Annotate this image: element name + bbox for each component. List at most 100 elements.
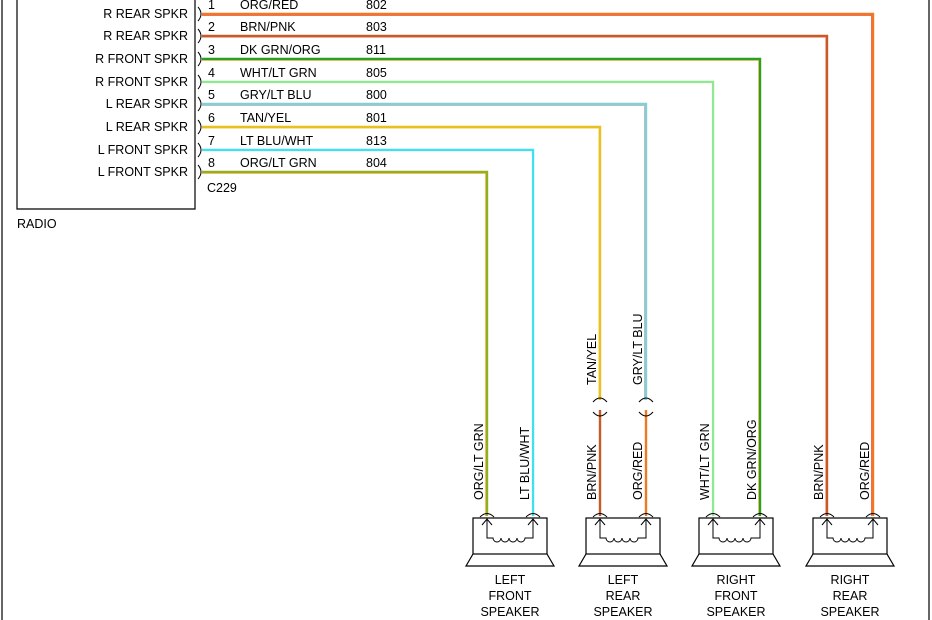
wire-color-label: LT BLU/WHT (240, 134, 314, 148)
wire-805 (202, 80, 715, 516)
wire-803 (202, 34, 829, 516)
speaker-right-front-speaker: WHT/LT GRN DK GRN/ORG RIGHT FRONT SPEAKER (690, 419, 782, 619)
pin-number: 7 (208, 134, 215, 148)
connector-pin-icon (197, 28, 202, 44)
wire-801 (202, 125, 602, 400)
wire-label-vertical: ORG/LT GRN (472, 423, 486, 500)
wire-stripe-811 (202, 60, 759, 516)
speaker-name-line: SPEAKER (706, 605, 765, 619)
wire-color-label: BRN/PNK (240, 20, 296, 34)
wire-811 (202, 57, 762, 516)
pin-function-label: R REAR SPKR (103, 7, 188, 21)
terminal-icon (592, 513, 608, 526)
speaker-name-line: RIGHT (831, 573, 870, 587)
wire-label-vertical: DK GRN/ORG (745, 419, 759, 500)
speaker-cone-icon (804, 553, 896, 567)
radio-label: RADIO (17, 217, 57, 231)
wire-label-vertical: ORG/RED (631, 442, 645, 500)
wire-stripe-804 (202, 173, 486, 516)
terminal-icon (819, 513, 835, 526)
inline-connector-icon (638, 397, 654, 417)
speaker-name-line: SPEAKER (593, 605, 652, 619)
speaker-right-rear-speaker: BRN/PNK ORG/RED RIGHT REAR SPEAKER (804, 442, 896, 619)
speaker-body (472, 517, 548, 555)
wire-label-vertical: BRN/PNK (585, 444, 599, 500)
terminal-icon (479, 513, 495, 526)
wire-label-vertical: WHT/LT GRN (698, 423, 712, 500)
circuit-number: 800 (366, 88, 387, 102)
pin-number: 4 (208, 66, 215, 80)
circuit-number: 811 (366, 43, 386, 57)
wire-stripe-801 (202, 128, 599, 400)
wire-color-label: ORG/RED (240, 0, 298, 12)
connector-pin-icon (197, 6, 202, 22)
speaker-cone-icon (690, 553, 782, 567)
wire-label-vertical: LT BLU/WHT (518, 426, 532, 500)
speaker-coil-icon (599, 520, 647, 543)
wire-color-label: WHT/LT GRN (240, 66, 317, 80)
wire-813 (202, 148, 535, 516)
pin-number: 5 (208, 88, 215, 102)
wire-color-label: DK GRN/ORG (240, 43, 321, 57)
wire-stripe-813 (202, 151, 532, 516)
speakers-group: TAN/YEL GRY/LT BLU ORG/LT GRN LT BLU/WHT LEF… (464, 313, 896, 619)
circuit-number: 802 (366, 0, 387, 12)
connector-pin-icon (197, 51, 202, 67)
pin-function-label: R REAR SPKR (103, 29, 188, 43)
connector-label: C229 (207, 181, 237, 195)
circuit-number: 803 (366, 20, 387, 34)
speaker-cone-icon (577, 553, 669, 567)
pin-number: 6 (208, 111, 215, 125)
wire-label-vertical: ORG/RED (858, 442, 872, 500)
terminal-icon (865, 513, 881, 526)
wire-color-label: GRY/LT BLU (240, 88, 312, 102)
speaker-body (698, 517, 774, 555)
wire-stripe-805 (202, 83, 712, 516)
speaker-body (585, 517, 661, 555)
speaker-coil-icon (826, 520, 874, 543)
speaker-name-line: SPEAKER (820, 605, 879, 619)
pins-group: R REAR SPKR 1 ORG/RED 802 R REAR SPKR 2 BRN/PN… (95, 0, 387, 180)
terminal-icon (752, 513, 768, 526)
circuit-number: 804 (366, 156, 387, 170)
pin-number: 2 (208, 20, 215, 34)
speaker-name-line: LEFT (608, 573, 639, 587)
pin-function-label: L FRONT SPKR (98, 143, 188, 157)
speaker-name-line: REAR (833, 589, 868, 603)
connector-pin-icon (197, 142, 202, 158)
wire-label-vertical: BRN/PNK (812, 444, 826, 500)
wire-stripe-800 (202, 105, 645, 400)
pin-number: 1 (208, 0, 215, 12)
pin-number: 3 (208, 43, 215, 57)
terminal-icon (705, 513, 721, 526)
wires-group (202, 12, 875, 516)
pin-function-label: L REAR SPKR (106, 120, 188, 134)
pin-function-label: R FRONT SPKR (95, 75, 188, 89)
wire-802 (202, 12, 875, 516)
circuit-number: 801 (366, 111, 387, 125)
speaker-coil-icon (486, 520, 534, 543)
radio-box (16, 0, 196, 210)
connector-pin-icon (197, 96, 202, 112)
terminal-icon (525, 513, 541, 526)
speaker-name-line: REAR (606, 589, 641, 603)
wire-label-vertical: GRY/LT BLU (631, 313, 645, 385)
speaker-name-line: FRONT (488, 589, 531, 603)
connector-pin-icon (197, 119, 202, 135)
wire-800 (202, 102, 648, 400)
terminal-icon (638, 513, 654, 526)
circuit-number: 813 (366, 134, 387, 148)
connector-pin-icon (197, 164, 202, 180)
wire-804 (202, 170, 489, 516)
pin-function-label: R FRONT SPKR (95, 52, 188, 66)
wire-label-vertical: TAN/YEL (585, 334, 599, 385)
speaker-name-line: LEFT (495, 573, 526, 587)
speaker-cone-icon (464, 553, 556, 567)
speaker-name-line: RIGHT (717, 573, 756, 587)
circuit-number: 805 (366, 66, 387, 80)
wire-stripe-803 (202, 37, 826, 516)
speaker-body (812, 517, 888, 555)
speaker-coil-icon (712, 520, 761, 543)
pin-number: 8 (208, 156, 215, 170)
